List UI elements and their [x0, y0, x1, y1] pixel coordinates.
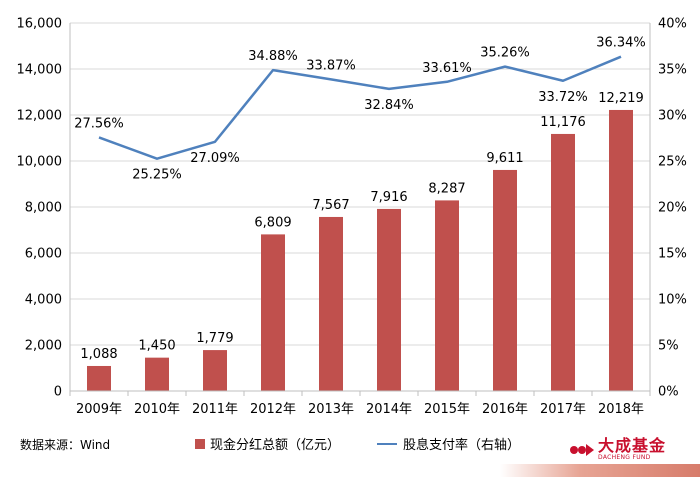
left-tick-label: 2,000 [25, 339, 62, 354]
bar [377, 208, 401, 391]
right-tick-label: 25% [658, 155, 687, 170]
bar-value-label: 12,219 [598, 91, 644, 106]
right-tick-label: 40% [658, 17, 687, 32]
right-tick-label: 20% [658, 201, 687, 216]
legend-bar-label: 现金分红总额（亿元） [210, 438, 341, 453]
line-value-label: 25.25% [132, 168, 182, 183]
right-tick-label: 15% [658, 247, 687, 262]
left-tick-label: 10,000 [17, 155, 63, 170]
line-value-label: 27.09% [190, 151, 240, 166]
line-series: 27.56% 25.25% 27.09% 34.88% 33.87% 32.84% 33.6… [74, 36, 646, 183]
x-tick-label: 2017年 [540, 402, 586, 417]
right-tick-label: 0% [658, 385, 679, 400]
left-tick-label: 16,000 [17, 17, 63, 32]
legend-item-bar: 现金分红总额（亿元） [195, 434, 340, 453]
bar [493, 169, 517, 391]
left-tick-label: 14,000 [17, 63, 63, 78]
dacheng-logo-icon [570, 443, 594, 456]
x-tick-label: 2012年 [250, 402, 296, 417]
legend-item-line: 股息支付率（右轴） [377, 434, 520, 453]
line-value-label: 34.88% [248, 49, 298, 64]
x-tick-label: 2009年 [76, 402, 122, 417]
x-tick-label: 2015年 [424, 402, 470, 417]
chart: 0 2,000 4,000 6,000 8,000 10,000 12,000 14,000 1… [17, 17, 687, 418]
right-tick-label: 10% [658, 293, 687, 308]
line-value-label: 36.34% [596, 36, 646, 51]
x-tick-label: 2018年 [598, 402, 644, 417]
gridlines [70, 22, 650, 346]
brand-name-en: DACHENG FUND [598, 454, 651, 461]
right-tick-label: 5% [658, 339, 679, 354]
bar-value-label: 8,287 [428, 181, 465, 196]
bar [87, 365, 111, 391]
line-value-label: 33.61% [422, 61, 472, 76]
bar [319, 216, 343, 391]
bar-value-label: 6,809 [254, 215, 291, 230]
right-axis: 0% 5% 10% 15% 20% 25% 30% 35% 40% [649, 17, 687, 400]
line-value-label: 33.87% [306, 58, 356, 73]
x-tick-label: 2016年 [482, 402, 528, 417]
bar-value-label: 9,611 [486, 151, 523, 166]
left-tick-label: 4,000 [25, 293, 62, 308]
left-tick-label: 0 [54, 385, 62, 400]
bar [551, 133, 575, 391]
left-tick-label: 8,000 [25, 201, 62, 216]
bar-value-label: 1,779 [196, 331, 233, 346]
x-tick-label: 2014年 [366, 402, 412, 417]
legend-bar-swatch [195, 438, 205, 449]
brand-stripe [500, 464, 700, 477]
x-tick-label: 2013年 [308, 402, 354, 417]
legend-line-swatch [377, 442, 397, 445]
bar-value-label: 1,450 [138, 339, 175, 354]
line-value-label: 27.56% [74, 116, 124, 131]
bar-value-label: 7,916 [370, 190, 407, 205]
left-axis: 0 2,000 4,000 6,000 8,000 10,000 12,000 14,000 1… [17, 17, 71, 400]
left-tick-label: 12,000 [17, 109, 63, 124]
bar-value-label: 7,567 [312, 198, 349, 213]
bar [261, 234, 285, 391]
x-axis: 2009年 2010年 2011年 2012年 2013年 2014年 2015年 2016年… [69, 390, 651, 417]
brand-name-cn: 大成基金 [598, 436, 667, 455]
dacheng-logo: 大成基金 DACHENG FUND [569, 438, 666, 461]
bar-series: 1,088 1,450 1,779 6,809 7,567 7,916 8,287 9,611… [80, 91, 644, 391]
payout-ratio-line [98, 55, 622, 160]
source-note: 数据来源：Wind [20, 438, 111, 452]
legend-line-label: 股息支付率（右轴） [403, 438, 521, 453]
bar [435, 200, 459, 391]
x-tick-label: 2010年 [134, 402, 180, 417]
bar [203, 350, 227, 391]
bar [145, 357, 169, 391]
bar [609, 109, 633, 391]
bar-value-label: 1,088 [80, 347, 117, 362]
left-tick-label: 6,000 [25, 247, 62, 262]
right-tick-label: 35% [658, 63, 687, 78]
line-value-label: 33.72% [538, 90, 588, 105]
right-tick-label: 30% [658, 109, 687, 124]
bar-value-label: 11,176 [540, 115, 586, 130]
line-value-label: 32.84% [364, 98, 414, 113]
x-tick-label: 2011年 [192, 402, 238, 417]
line-value-label: 35.26% [480, 46, 530, 61]
